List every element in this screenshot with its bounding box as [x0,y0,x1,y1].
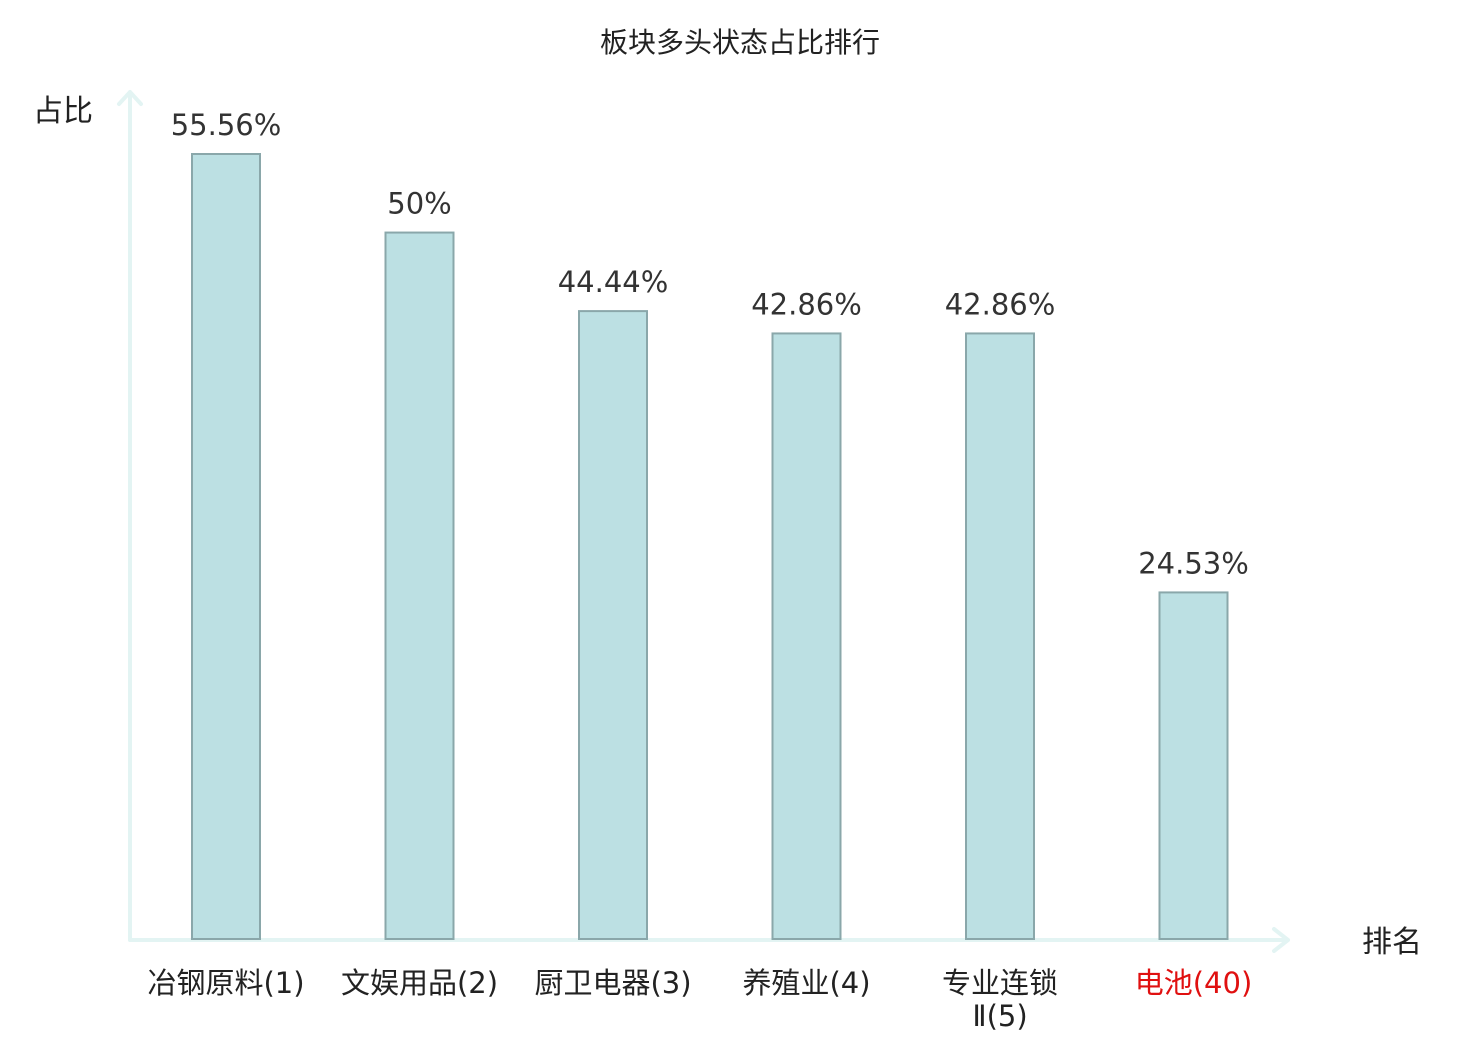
bar [384,231,455,940]
bar [965,332,1035,940]
x-axis-label: 排名 [1362,925,1422,960]
bar-value-label: 44.44% [558,265,669,299]
category-label: 专业连锁 Ⅱ(5) [942,966,1058,1033]
category-label: 电池(40) [1135,966,1253,1000]
bars-group [191,153,1229,940]
value-labels-group: 55.56% 50% 44.44% 42.86% 42.86% 24.53% [171,108,1249,580]
bar-value-label: 24.53% [1138,546,1249,580]
category-label: 文娱用品(2) [341,966,498,1000]
bar-value-label: 42.86% [751,287,862,321]
category-label: 厨卫电器(3) [534,966,691,1000]
bar-value-label: 55.56% [171,108,282,142]
y-axis-label: 占比 [33,94,93,129]
bar [1158,591,1229,940]
category-label: 养殖业(4) [742,966,870,1000]
bar-value-label: 42.86% [945,287,1056,321]
bar [578,310,648,940]
category-label: 冶钢原料(1) [147,966,304,1000]
category-labels-group: 冶钢原料(1) 文娱用品(2) 厨卫电器(3) 养殖业(4) 专业连锁 Ⅱ(5) 电池(40… [147,966,1252,1033]
bar [771,332,842,940]
chart-title: 板块多头状态占比排行 [600,26,880,59]
x-axis [128,927,1290,953]
y-axis [117,90,143,942]
bar [191,153,261,940]
bar-value-label: 50% [387,187,451,221]
